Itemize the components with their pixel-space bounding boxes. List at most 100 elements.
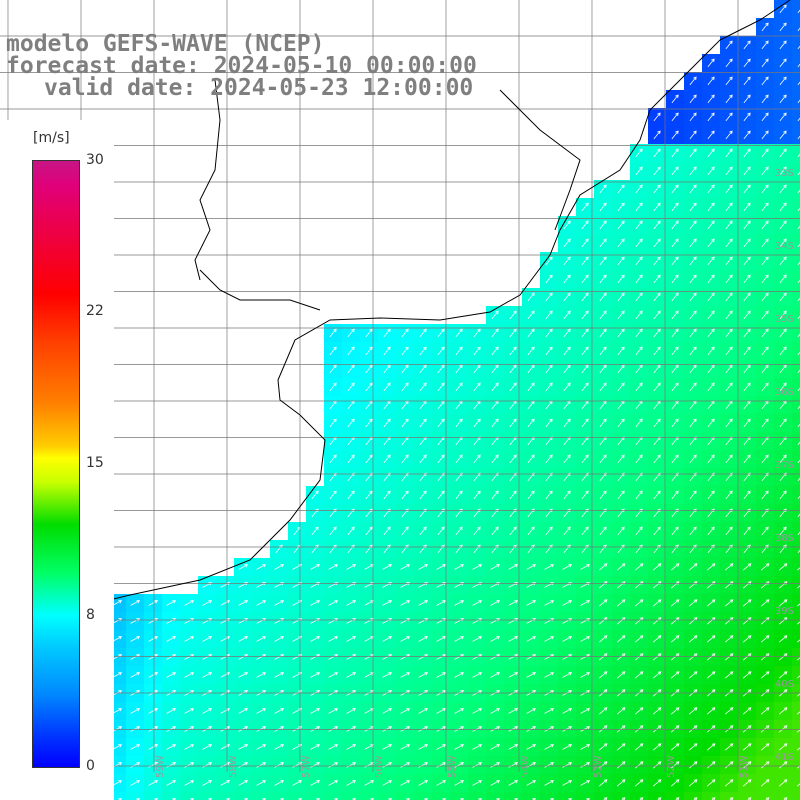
wind-arrow [797, 153, 800, 158]
wind-arrow [310, 618, 320, 624]
wind-arrow-head [406, 672, 411, 676]
wind-arrow [455, 418, 463, 428]
wind-cell [414, 792, 433, 800]
wind-arrow-head [568, 672, 573, 676]
wind-arrow [779, 112, 787, 122]
wind-arrow [490, 762, 500, 768]
wind-arrow-head [639, 490, 643, 495]
wind-arrow-head [657, 220, 661, 225]
wind-arrow-head [280, 708, 285, 712]
wind-arrow [473, 526, 481, 536]
wind-arrow-head [352, 744, 357, 748]
wind-arrow [797, 549, 800, 554]
wind-arrow-head [423, 526, 427, 531]
wind-arrow-head [783, 563, 788, 567]
wind-arrow-head [226, 726, 231, 730]
wind-arrow-head [783, 256, 787, 261]
wind-arrow-head [657, 526, 661, 531]
wind-arrow [671, 166, 679, 176]
wind-arrow [545, 328, 553, 338]
wind-arrow-head [765, 508, 769, 513]
wind-arrow [635, 382, 643, 392]
wind-arrow [418, 654, 428, 660]
wind-arrow [617, 364, 625, 374]
wind-arrow [670, 761, 680, 769]
wind-arrow-head [352, 636, 357, 640]
wind-arrow [653, 238, 661, 248]
wind-arrow [526, 780, 536, 786]
wind-arrow-head [478, 762, 483, 766]
wind-arrow [616, 671, 626, 679]
wind-arrow [634, 779, 644, 787]
wind-arrow [688, 653, 698, 661]
wind-arrow-head [549, 310, 553, 315]
wind-arrow-head [550, 564, 555, 568]
wind-arrow-head [621, 256, 625, 261]
wind-arrow-head [639, 310, 643, 315]
wind-arrow-head [459, 508, 463, 513]
wind-arrow-head [765, 292, 769, 297]
wind-arrow-head [459, 418, 463, 423]
wind-arrow [563, 238, 571, 248]
wind-arrow [419, 544, 427, 554]
wind-arrow-head [190, 672, 195, 676]
wind-arrow [617, 346, 625, 356]
wind-arrow-head [693, 563, 698, 567]
wind-arrow [761, 310, 769, 320]
wind-arrow [581, 418, 589, 428]
wind-arrow [635, 220, 643, 230]
wind-arrow-head [549, 274, 553, 279]
wind-arrow [310, 600, 320, 606]
wind-arrow [184, 708, 194, 714]
wind-arrow-head [298, 582, 303, 586]
wind-arrow [598, 779, 608, 787]
wind-arrow [189, 798, 194, 800]
wind-arrow [707, 490, 715, 500]
wind-cell [792, 270, 800, 289]
wind-arrow [743, 454, 751, 464]
wind-arrow [797, 117, 800, 122]
wind-arrow [725, 418, 733, 428]
wind-arrow-head [783, 508, 787, 513]
wind-arrow [796, 603, 800, 607]
wind-arrow [797, 459, 800, 464]
wind-arrow-head [586, 636, 591, 640]
wind-arrow-head [639, 689, 644, 693]
wind-arrow [616, 653, 626, 661]
wind-arrow [725, 292, 733, 302]
wind-arrow [779, 346, 787, 356]
wind-arrow [437, 454, 445, 464]
wind-arrow [509, 346, 517, 356]
wind-arrow [455, 400, 463, 410]
wind-arrow [797, 243, 800, 248]
wind-arrow [184, 654, 194, 660]
wind-arrow-head [639, 202, 643, 207]
wind-arrow [436, 780, 446, 786]
wind-arrow-head [711, 490, 715, 495]
wind-arrow-head [459, 364, 463, 369]
wind-arrow [706, 581, 716, 589]
wind-arrow-head [783, 707, 788, 711]
wind-arrow [436, 618, 446, 624]
wind-arrow-head [693, 220, 697, 225]
wind-arrow-head [765, 382, 769, 387]
wind-arrow-head [244, 690, 249, 694]
wind-arrow-head [442, 636, 447, 640]
wind-arrow [527, 382, 535, 392]
wind-arrow-head [532, 690, 537, 694]
wind-arrow-head [334, 744, 339, 748]
wind-arrow-head [460, 600, 465, 604]
wind-arrow-head [351, 526, 355, 531]
wind-arrow [616, 707, 626, 715]
wind-arrow [707, 112, 715, 122]
wind-arrow-head [387, 508, 391, 513]
wind-arrow-head [496, 690, 501, 694]
wind-arrow-head [783, 364, 787, 369]
wind-arrow [509, 526, 517, 536]
wind-arrow [639, 797, 644, 800]
wind-arrow-head [621, 635, 626, 639]
wind-arrow [148, 618, 158, 624]
wind-arrow [401, 436, 409, 446]
wind-arrow [562, 708, 572, 714]
wind-arrow [238, 726, 248, 732]
